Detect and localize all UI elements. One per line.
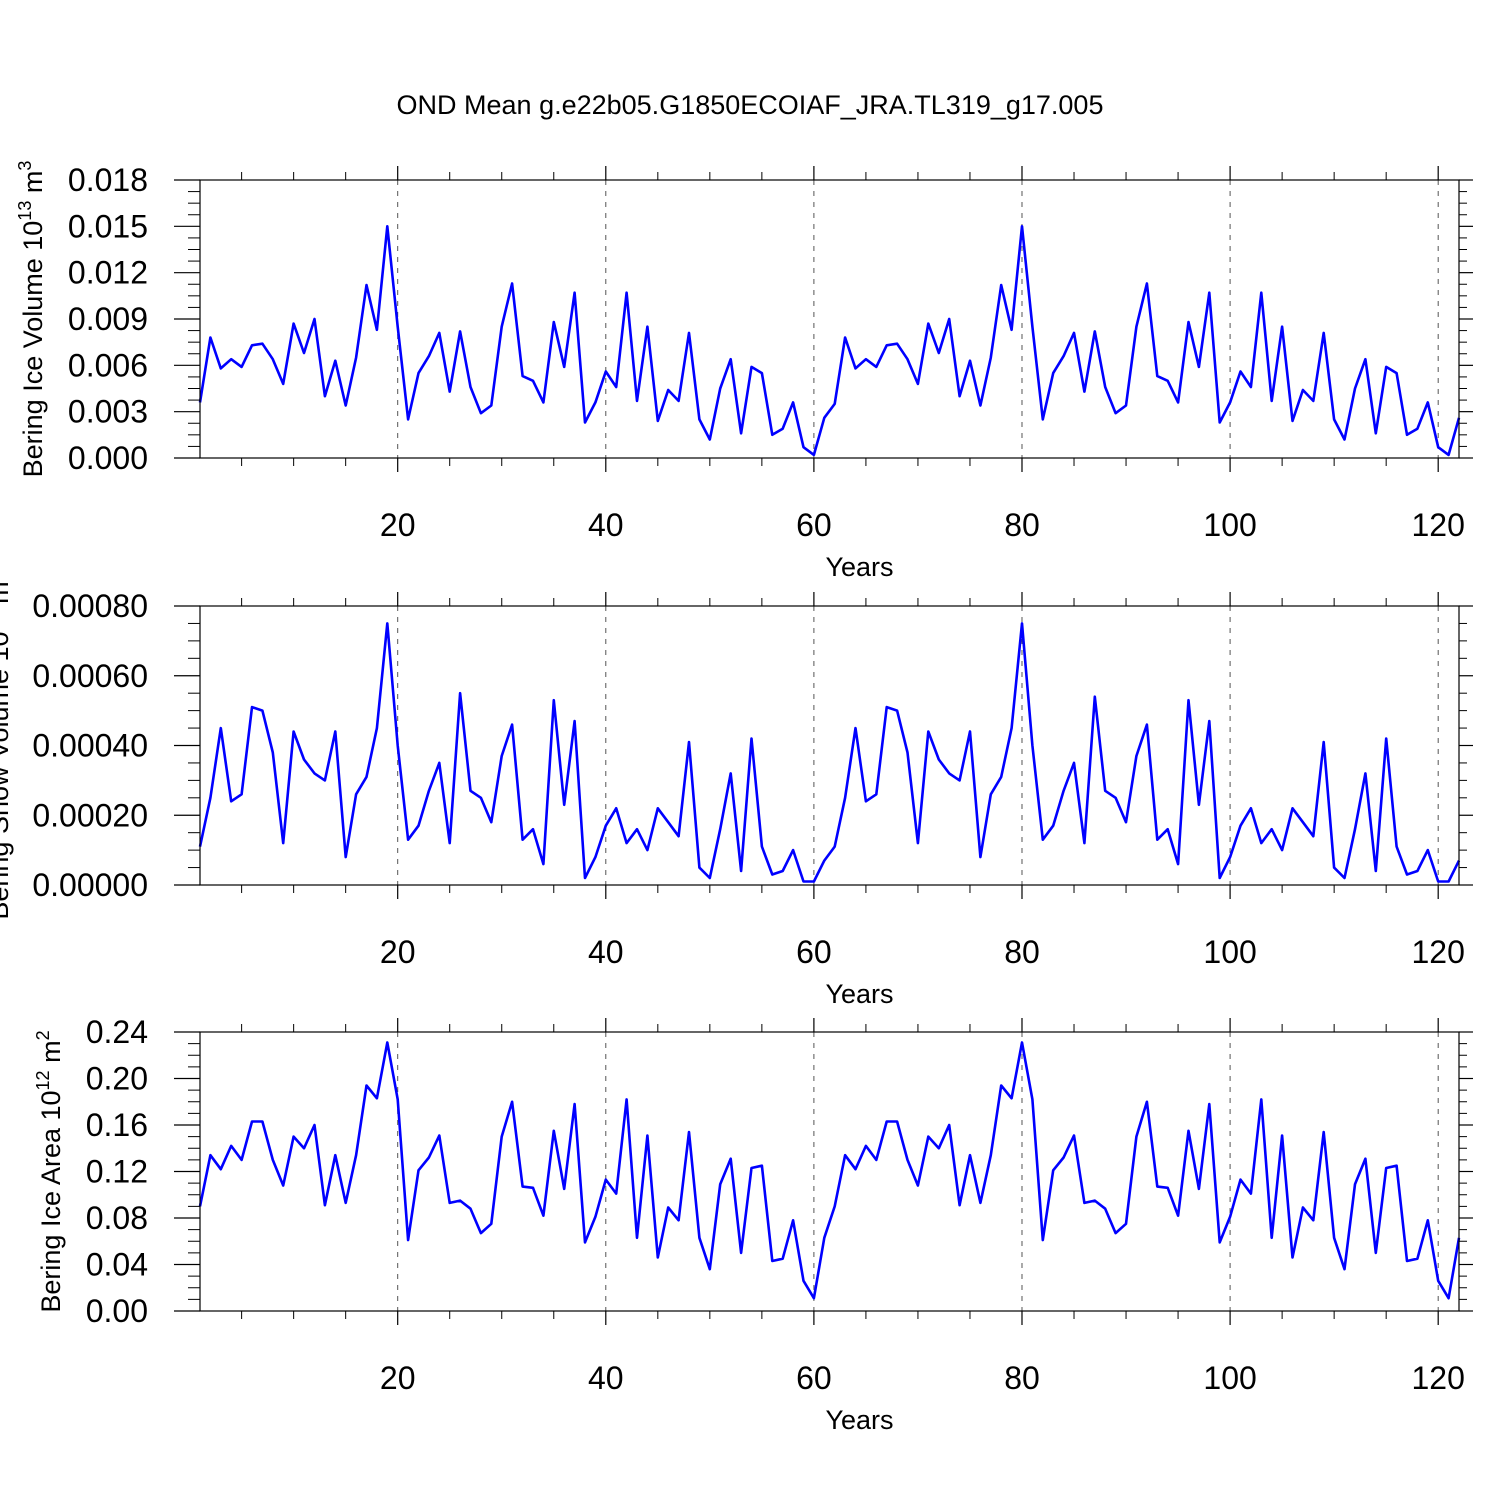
y-axis-label: Bering Snow Volume 1013 m3 xyxy=(0,571,14,919)
y-tick-label: 0.003 xyxy=(68,394,148,430)
y-tick-label: 0.015 xyxy=(68,208,148,244)
x-axis-label: Years xyxy=(825,979,893,1009)
y-axis-label: Bering Ice Volume 1013 m3 xyxy=(15,161,48,478)
x-tick-label: 60 xyxy=(796,507,832,543)
x-tick-label: 100 xyxy=(1203,1360,1256,1396)
chart-panel-2: 20 40 60 80 100 120 0.00000 0.00020 0.00040 0.000… xyxy=(0,571,1473,1009)
x-tick-label: 120 xyxy=(1411,1360,1464,1396)
y-tick-label: 0.00 xyxy=(86,1293,148,1329)
series-line xyxy=(198,225,1461,457)
x-axis-label: Years xyxy=(825,1405,893,1435)
y-tick-label: 0.16 xyxy=(86,1107,148,1143)
chart-panel-3: 20 40 60 80 100 120 0.00 0.04 0.08 0.12 0.16 0.20 0.… xyxy=(33,1014,1473,1435)
chart-panel-1: 20 40 60 80 100 120 0.000 0.003 0.006 0.009 0.012 0… xyxy=(15,161,1473,582)
x-tick-label: 80 xyxy=(1004,1360,1040,1396)
y-tick-label: 0.00080 xyxy=(32,588,148,624)
y-tick-label: 0.20 xyxy=(86,1061,148,1097)
y-tick-label: 0.00000 xyxy=(32,867,148,903)
y-tick-label: 0.009 xyxy=(68,301,148,337)
x-tick-label: 80 xyxy=(1004,934,1040,970)
x-tick-label: 60 xyxy=(796,934,832,970)
plot-frame xyxy=(199,1031,1460,1312)
x-tick-label: 20 xyxy=(380,1360,416,1396)
x-tick-label: 40 xyxy=(588,1360,624,1396)
x-tick-label: 80 xyxy=(1004,507,1040,543)
x-tick-label: 40 xyxy=(588,507,624,543)
y-tick-label: 0.018 xyxy=(68,162,148,198)
plot-frame xyxy=(199,179,1460,459)
y-tick-label: 0.00040 xyxy=(32,728,148,764)
y-tick-label: 0.00020 xyxy=(32,797,148,833)
y-tick-label: 0.08 xyxy=(86,1200,148,1236)
x-tick-label: 100 xyxy=(1203,934,1256,970)
y-tick-label: 0.24 xyxy=(86,1014,148,1050)
y-axis-label: Bering Ice Area 1012 m2 xyxy=(33,1030,66,1312)
series-line xyxy=(198,622,1461,883)
y-tick-label: 0.006 xyxy=(68,347,148,383)
x-tick-label: 40 xyxy=(588,934,624,970)
series-line xyxy=(198,1041,1461,1300)
x-axis-label: Years xyxy=(825,552,893,582)
panels: 20 40 60 80 100 120 0.000 0.003 0.006 0.009 0.012 0… xyxy=(0,161,1473,1435)
y-tick-label: 0.012 xyxy=(68,255,148,291)
y-tick-label: 0.04 xyxy=(86,1247,148,1283)
x-tick-label: 120 xyxy=(1411,507,1464,543)
y-tick-label: 0.12 xyxy=(86,1154,148,1190)
x-tick-label: 20 xyxy=(380,507,416,543)
x-tick-label: 100 xyxy=(1203,507,1256,543)
x-tick-label: 20 xyxy=(380,934,416,970)
x-tick-label: 60 xyxy=(796,1360,832,1396)
y-tick-label: 0.00060 xyxy=(32,658,148,694)
x-tick-label: 120 xyxy=(1411,934,1464,970)
y-tick-label: 0.000 xyxy=(68,440,148,476)
figure-title: OND Mean g.e22b05.G1850ECOIAF_JRA.TL319_… xyxy=(397,90,1104,120)
